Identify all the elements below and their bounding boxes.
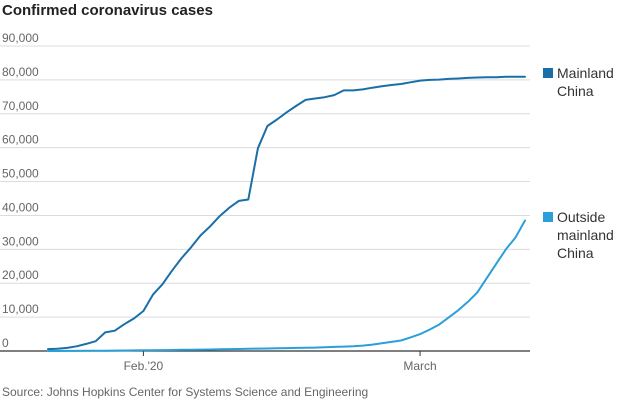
y-tick-label: 50,000 [2,167,39,181]
legend-label: Mainland [557,65,614,81]
y-tick-label: 90,000 [2,31,39,45]
grid-lines [0,45,530,352]
y-tick-label: 0 [2,336,9,350]
y-axis-tick-labels: 0 10,000 20,000 30,000 40,000 50,000 60,000 70,… [2,31,39,350]
legend-label: China [557,245,594,261]
y-tick-label: 60,000 [2,133,39,147]
legend: Mainland China Outside mainland China [543,65,614,261]
series-line-outside-mainland-china [47,219,526,352]
legend-label: China [557,83,594,99]
series-line-mainland-china [47,75,526,351]
legend-swatch [543,212,553,222]
x-axis-ticks: Feb.'20 March [124,351,437,373]
chart-title: Confirmed coronavirus cases [2,2,213,19]
y-tick-label: 30,000 [2,234,39,248]
y-tick-label: 10,000 [2,302,39,316]
legend-label: mainland [557,227,614,243]
x-tick-label: Feb.'20 [124,359,164,373]
y-tick-label: 80,000 [2,65,39,79]
y-tick-label: 70,000 [2,99,39,113]
y-tick-label: 40,000 [2,200,39,214]
y-tick-label: 20,000 [2,268,39,282]
legend-label: Outside [557,209,605,225]
legend-swatch [543,68,553,78]
series-lines [47,75,526,352]
x-tick-label: March [403,359,436,373]
chart-source-note: Source: Johns Hopkins Center for Systems… [2,385,369,399]
